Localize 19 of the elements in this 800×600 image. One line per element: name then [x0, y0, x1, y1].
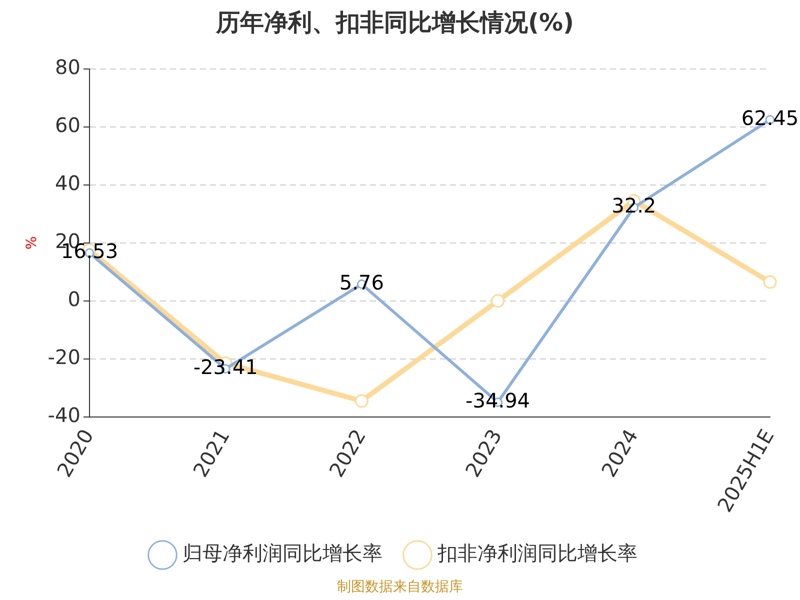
y-tick-label: 60 — [55, 113, 80, 138]
y-tick-label: -20 — [48, 345, 80, 370]
legend-label: 扣非净利润同比增长率 — [436, 541, 638, 566]
y-tick-label: 80 — [55, 55, 80, 80]
y-tick-label: 0 — [68, 287, 80, 312]
data-label: -34.94 — [466, 388, 530, 412]
legend-label: 归母净利润同比增长率 — [182, 541, 382, 566]
y-axis-title: % — [24, 236, 40, 250]
point — [763, 275, 777, 289]
data-label: 5.76 — [339, 270, 384, 294]
data-label: -23.41 — [193, 355, 258, 380]
data-label: 32.2 — [612, 194, 656, 218]
text: 制图数据来自数据库 — [336, 578, 464, 596]
y-tick-label: -40 — [48, 403, 80, 428]
chart-title: 历年净利、扣非同比增长情况(%) — [215, 8, 574, 37]
point — [491, 294, 505, 308]
data-label: 62.45 — [741, 106, 799, 130]
point — [354, 394, 368, 408]
y-tick-label: 40 — [55, 171, 80, 196]
